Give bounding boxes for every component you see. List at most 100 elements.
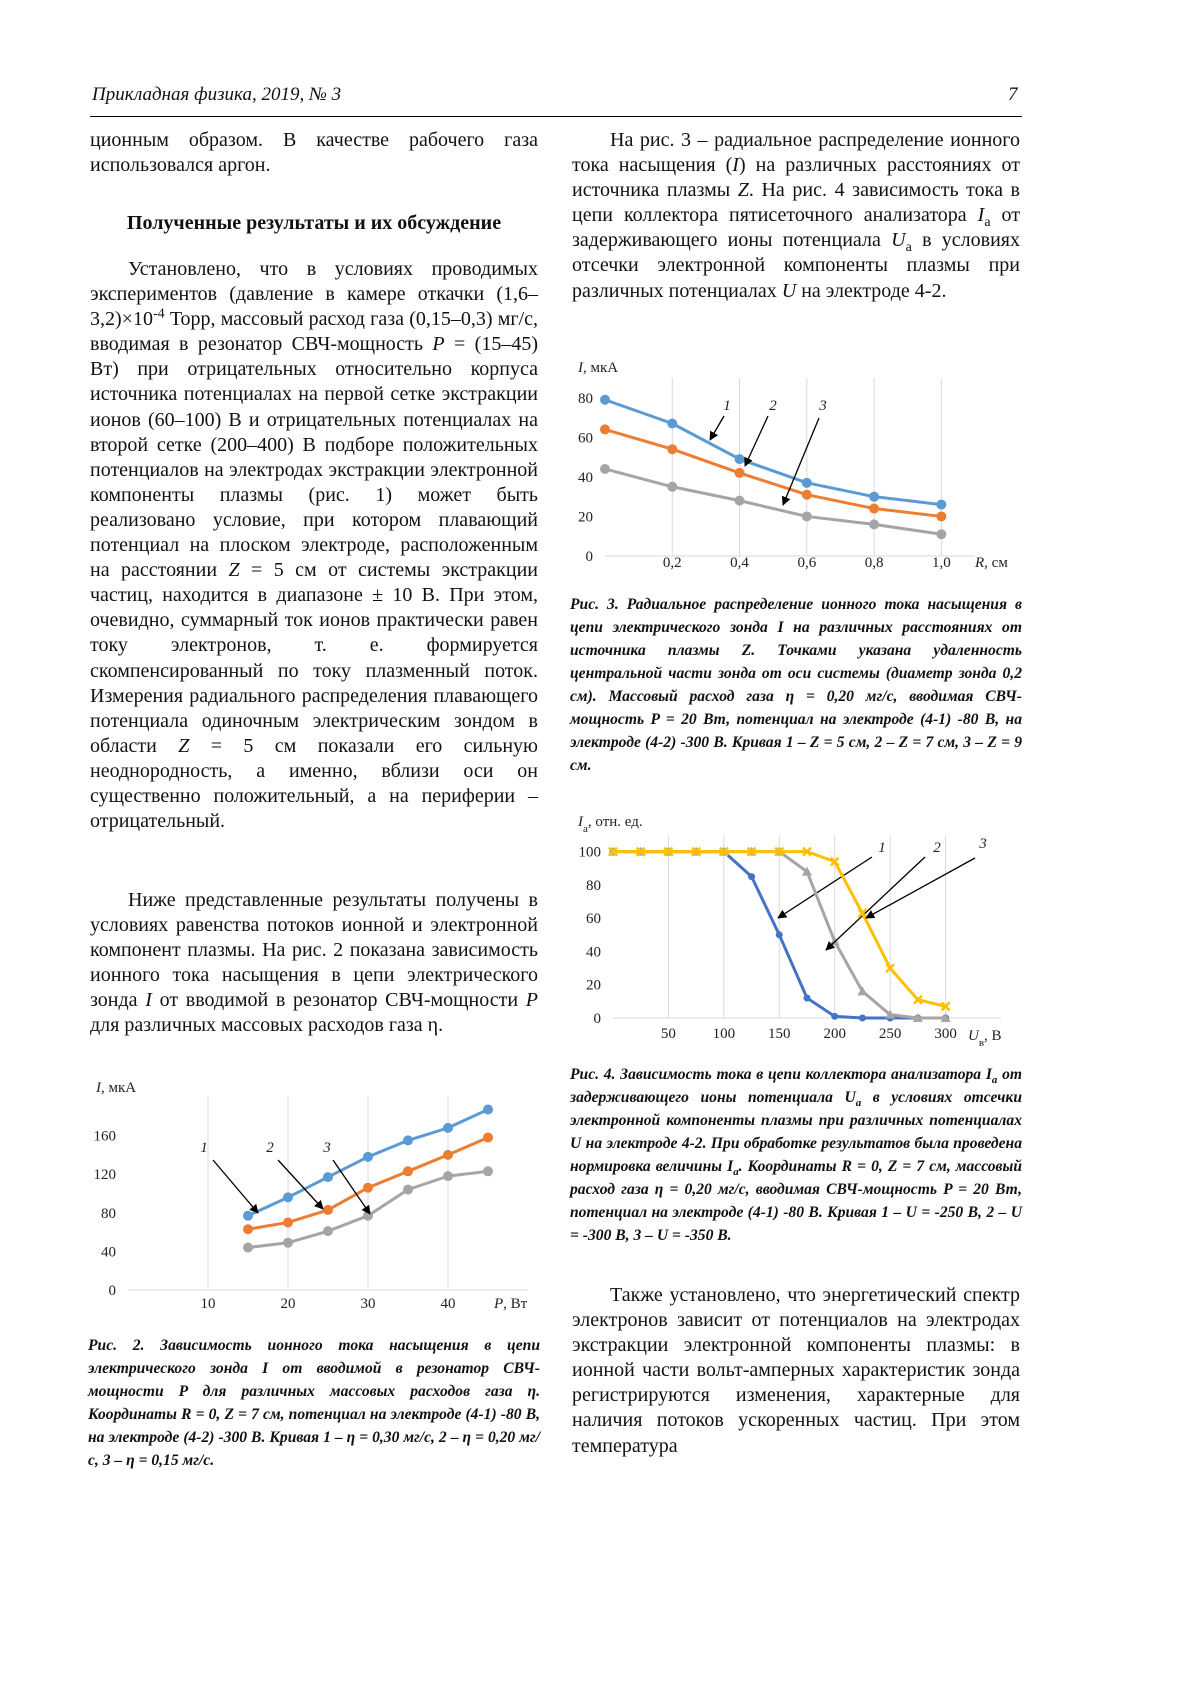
curve-label: 3 bbox=[818, 398, 827, 414]
text-run: а bbox=[984, 215, 991, 231]
text-run: для различных массовых расходов газа η. bbox=[90, 1014, 444, 1037]
series-line bbox=[604, 398, 942, 507]
point bbox=[600, 394, 610, 405]
x-axis-label: Uв, В bbox=[968, 1028, 1002, 1049]
point bbox=[243, 1210, 253, 1221]
point bbox=[635, 846, 646, 857]
text-run: от вводимой в резонатор СВЧ-мощности bbox=[151, 989, 526, 1012]
curve-label: 1 bbox=[200, 1140, 208, 1156]
point bbox=[936, 511, 947, 522]
y-axis-label: I, мкА bbox=[95, 1080, 136, 1096]
x-tick-label: 200 bbox=[823, 1026, 846, 1042]
x-tick-label: 20 bbox=[281, 1296, 296, 1312]
point bbox=[443, 1171, 453, 1182]
x-tick-label: 30 bbox=[361, 1296, 376, 1312]
x-tick-label: 150 bbox=[768, 1026, 791, 1042]
point bbox=[940, 1001, 951, 1012]
text-run: a bbox=[855, 1097, 862, 1110]
x-tick-label: 10 bbox=[201, 1296, 216, 1312]
text-run: от задерживающего ионы потенциала bbox=[572, 204, 1020, 252]
annotation-arrow bbox=[332, 1159, 371, 1215]
y-tick-label: 80 bbox=[101, 1206, 116, 1222]
y-tick-label: 0 bbox=[586, 549, 594, 565]
x-tick-label: 300 bbox=[934, 1026, 957, 1042]
point bbox=[663, 846, 674, 857]
point bbox=[283, 1217, 293, 1228]
point bbox=[802, 846, 812, 857]
paragraph: На рис. 3 – радиальное распределение ион… bbox=[572, 128, 1020, 304]
text-run: ционным образом. В качестве рабочего газ… bbox=[90, 129, 538, 177]
x-tick-label: 250 bbox=[879, 1026, 902, 1042]
point bbox=[323, 1204, 333, 1215]
text-run: Установлено, что в условиях проводимых э… bbox=[90, 258, 538, 331]
curve-label: 3 bbox=[978, 836, 987, 852]
point bbox=[667, 418, 678, 429]
point bbox=[869, 503, 880, 514]
text-run: = 5 см от системы экстракции частиц, нах… bbox=[90, 559, 538, 757]
point bbox=[829, 856, 840, 867]
point bbox=[885, 1009, 896, 1019]
point bbox=[801, 511, 812, 522]
point bbox=[363, 1151, 373, 1162]
point bbox=[734, 454, 745, 465]
curve-label: 2 bbox=[769, 398, 777, 414]
point bbox=[443, 1149, 453, 1160]
text-run: I bbox=[732, 154, 739, 177]
y-tick-label: 80 bbox=[586, 878, 601, 894]
paragraph: Также установлено, что энергетический сп… bbox=[572, 1283, 1020, 1459]
point bbox=[483, 1166, 493, 1177]
point bbox=[801, 477, 812, 488]
y-tick-label: 20 bbox=[586, 978, 601, 994]
y-axis-label: I, мкА bbox=[577, 360, 618, 376]
annotation-arrow bbox=[212, 1159, 259, 1214]
text-run: На рис. 3 – радиальное распределение ион… bbox=[572, 129, 1020, 177]
paragraph: Установлено, что в условиях проводимых э… bbox=[90, 257, 538, 834]
text-run: a bbox=[733, 1166, 739, 1179]
text-run: Рис. 3. Радиальное распределение ионного… bbox=[570, 596, 1022, 774]
y-tick-label: 120 bbox=[94, 1167, 117, 1183]
y-tick-label: 60 bbox=[578, 430, 593, 446]
text-run: = 5 см показали его сильную неоднороднос… bbox=[90, 734, 539, 833]
point bbox=[443, 1122, 453, 1133]
annotation-arrow bbox=[865, 857, 976, 919]
point bbox=[869, 519, 880, 530]
annotation-arrow bbox=[744, 415, 769, 467]
series-line bbox=[604, 427, 942, 518]
text-run: , мкА bbox=[583, 360, 618, 376]
text-run: a bbox=[583, 823, 588, 835]
point bbox=[936, 499, 947, 510]
point bbox=[936, 529, 947, 540]
y-tick-label: 40 bbox=[101, 1244, 116, 1260]
point bbox=[283, 1192, 293, 1203]
text-run: от задерживающего ионы потенциала U bbox=[570, 1066, 1022, 1106]
point bbox=[600, 463, 610, 474]
text-run: I bbox=[145, 989, 152, 1012]
point bbox=[323, 1226, 333, 1237]
text-run: Z bbox=[178, 734, 190, 757]
curve-label: 2 bbox=[266, 1140, 274, 1156]
point bbox=[912, 1013, 923, 1022]
point bbox=[748, 873, 756, 881]
text-run: R bbox=[974, 555, 984, 571]
text-run: на электроде 4-2. bbox=[796, 279, 947, 302]
point bbox=[283, 1237, 293, 1248]
point bbox=[363, 1182, 373, 1193]
y-axis-label: Ia, отн. ед. bbox=[577, 814, 643, 835]
point bbox=[775, 931, 783, 939]
y-tick-label: 80 bbox=[578, 391, 593, 407]
point bbox=[774, 846, 785, 857]
text-run: I bbox=[577, 360, 584, 376]
text-run: , В bbox=[984, 1028, 1002, 1044]
y-tick-label: 0 bbox=[109, 1283, 117, 1299]
point bbox=[801, 489, 812, 500]
figure-caption: Рис. 4. Зависимость тока в цепи коллекто… bbox=[570, 1063, 1022, 1247]
text-run: a bbox=[991, 1074, 998, 1087]
paragraph: ционным образом. В качестве рабочего газ… bbox=[90, 128, 538, 178]
point bbox=[912, 994, 923, 1005]
paragraph: Ниже представленные результаты получены … bbox=[90, 888, 538, 1039]
text-run: Ниже представленные результаты получены … bbox=[90, 889, 538, 1012]
point bbox=[885, 963, 896, 973]
annotation-arrow bbox=[825, 856, 926, 951]
point bbox=[483, 1132, 493, 1143]
